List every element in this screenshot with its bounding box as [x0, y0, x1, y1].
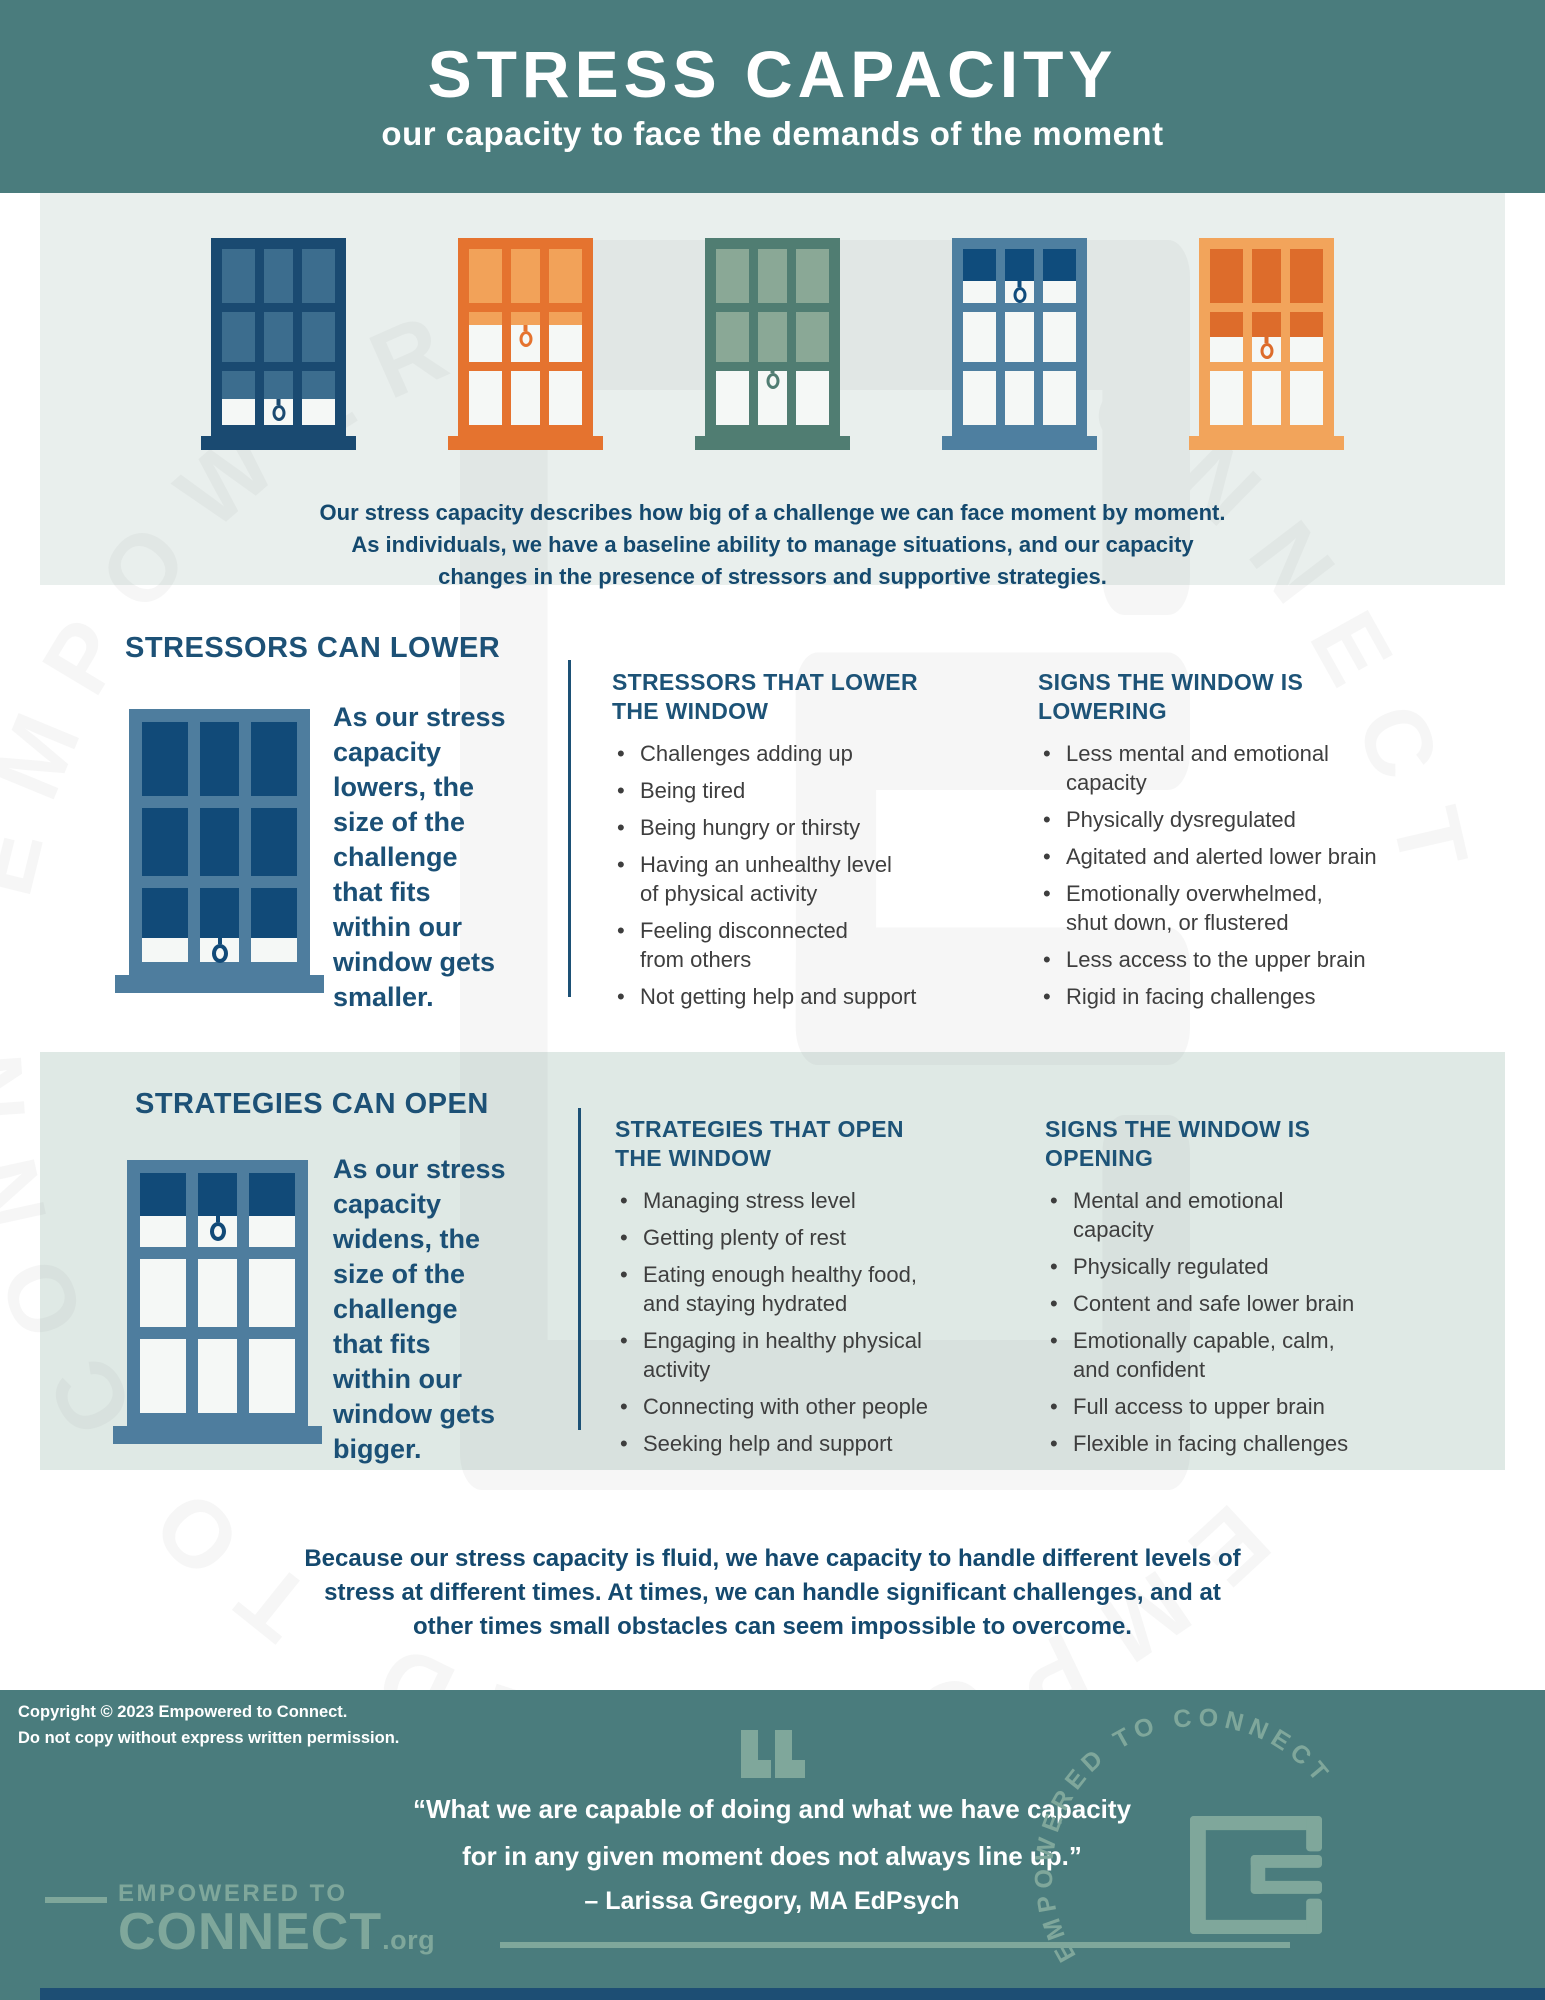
- strategies-list: Managing stress level Getting plenty of r…: [615, 1186, 1025, 1458]
- stressors-section-title: STRESSORS CAN LOWER: [125, 632, 501, 664]
- shade-pull-ring-icon: [209, 1216, 226, 1242]
- list-item: Less mental and emotional capacity: [1038, 739, 1488, 797]
- logo-connect: CONNECT: [118, 1903, 383, 1961]
- list-item: Engaging in healthy physical activity: [615, 1326, 1025, 1384]
- logo-line-1: EMPOWERED TO: [118, 1880, 348, 1907]
- quote-block: “What we are capable of doing and what w…: [322, 1786, 1222, 1922]
- list-item: Getting plenty of rest: [615, 1223, 1025, 1252]
- window-illustration-1-icon: [201, 238, 356, 450]
- list-item: Mental and emotional capacity: [1045, 1186, 1495, 1244]
- list-item: Content and safe lower brain: [1045, 1289, 1495, 1318]
- copyright-line-2: Do not copy without express written perm…: [18, 1728, 400, 1747]
- stressors-list: Challenges adding up Being tired Being hun…: [612, 739, 1022, 1011]
- empowered-to-connect-logo: EMPOWERED TO CONNECT.org: [118, 1880, 435, 1964]
- window-sill: [201, 436, 356, 450]
- list-item: Emotionally overwhelmed, shut down, or f…: [1038, 879, 1488, 937]
- window-shade: [142, 722, 297, 938]
- signs-lowering-column: SIGNS THE WINDOW IS LOWERING Less mental…: [1038, 668, 1488, 1019]
- logo-line-2: CONNECT.org: [118, 1906, 436, 1964]
- list-item: Being tired: [612, 776, 1022, 805]
- signs-opening-list: Mental and emotional capacity Physically …: [1045, 1186, 1495, 1458]
- list-item: Not getting help and support: [612, 982, 1022, 1011]
- window-shade: [1210, 249, 1323, 337]
- stressors-column-divider: [568, 660, 571, 997]
- header-banner: STRESS CAPACITY our capacity to face the…: [0, 0, 1545, 193]
- window-illustration-3-icon: [695, 238, 850, 450]
- list-item: Managing stress level: [615, 1186, 1025, 1215]
- list-item: Feeling disconnected from others: [612, 916, 1022, 974]
- signs-lowering-list: Less mental and emotional capacity Physic…: [1038, 739, 1488, 1011]
- column-heading: STRESSORS THAT LOWER THE WINDOW: [612, 669, 918, 725]
- logo-dash: [45, 1897, 107, 1903]
- window-illustration-5-icon: [1189, 238, 1344, 450]
- window-illustrations-row: [40, 238, 1505, 450]
- window-illustration-2-icon: [448, 238, 603, 450]
- shade-pull-ring-icon: [766, 366, 779, 389]
- window-sill: [942, 436, 1097, 450]
- window-sill: [113, 1426, 322, 1444]
- window-shade: [963, 249, 1076, 281]
- window-shade: [469, 249, 582, 325]
- quote-text: “What we are capable of doing and what w…: [412, 1794, 1132, 1871]
- summary-paragraph: Because our stress capacity is fluid, we…: [304, 1545, 1241, 1640]
- seal-monogram-icon: [1190, 1816, 1322, 1934]
- column-heading: SIGNS THE WINDOW IS LOWERING: [1038, 669, 1304, 725]
- strategies-section-title: STRATEGIES CAN OPEN: [135, 1088, 489, 1120]
- stressors-window-caption: As our stress capacity lowers, the size …: [333, 702, 506, 1012]
- shade-pull-ring-icon: [211, 938, 228, 963]
- window-sill: [448, 436, 603, 450]
- quotation-marks-icon: [741, 1730, 805, 1778]
- shade-pull-ring-icon: [1013, 280, 1026, 303]
- window-shade: [140, 1173, 295, 1217]
- strategies-window-icon: [113, 1160, 322, 1444]
- window-illustration-4-icon: [942, 238, 1097, 450]
- list-item: Physically regulated: [1045, 1252, 1495, 1281]
- strategies-window-caption: As our stress capacity widens, the size …: [333, 1154, 506, 1464]
- shade-pull-ring-icon: [1260, 337, 1273, 359]
- window-sill: [695, 436, 850, 450]
- column-heading: SIGNS THE WINDOW IS OPENING: [1045, 1116, 1311, 1172]
- list-item: Connecting with other people: [615, 1392, 1025, 1421]
- page-title: STRESS CAPACITY: [427, 36, 1118, 111]
- list-item: Full access to upper brain: [1045, 1392, 1495, 1421]
- window-sill: [1189, 436, 1344, 450]
- list-item: Emotionally capable, calm, and confident: [1045, 1326, 1495, 1384]
- list-item: Challenges adding up: [612, 739, 1022, 768]
- window-sill: [115, 975, 324, 993]
- intro-paragraph: Our stress capacity describes how big of…: [319, 500, 1226, 589]
- list-item: Being hungry or thirsty: [612, 813, 1022, 842]
- stressors-that-lower-column: STRESSORS THAT LOWER THE WINDOW Challeng…: [612, 668, 1022, 1019]
- circular-seal-logo: EMPOWERED TO CONNECT: [1030, 1704, 1331, 1967]
- footer-rule-line: [500, 1942, 1290, 1948]
- shade-pull-ring-icon: [272, 398, 285, 421]
- strategies-that-open-column: STRATEGIES THAT OPEN THE WINDOW Managing…: [615, 1115, 1025, 1466]
- footer-banner: Copyright © 2023 Empowered to Connect. D…: [0, 1690, 1545, 2000]
- logo-org-suffix: .org: [382, 1925, 436, 1955]
- page-subtitle: our capacity to face the demands of the …: [381, 114, 1164, 152]
- list-item: Physically dysregulated: [1038, 805, 1488, 834]
- stressors-window-icon: [115, 709, 324, 993]
- list-item: Seeking help and support: [615, 1429, 1025, 1458]
- bottom-accent-bar: [40, 1988, 1545, 2000]
- shade-pull-ring-icon: [519, 324, 532, 347]
- list-item: Agitated and alerted lower brain: [1038, 842, 1488, 871]
- copyright-line-1: Copyright © 2023 Empowered to Connect.: [18, 1703, 348, 1721]
- copyright-notice: Copyright © 2023 Empowered to Connect. D…: [18, 1700, 399, 1751]
- column-heading: STRATEGIES THAT OPEN THE WINDOW: [615, 1116, 904, 1172]
- list-item: Eating enough healthy food, and staying …: [615, 1260, 1025, 1318]
- list-item: Flexible in facing challenges: [1045, 1429, 1495, 1458]
- signs-opening-column: SIGNS THE WINDOW IS OPENING Mental and e…: [1045, 1115, 1495, 1466]
- list-item: Having an unhealthy level of physical ac…: [612, 850, 1022, 908]
- window-shade: [222, 249, 335, 399]
- list-item: Less access to the upper brain: [1038, 945, 1488, 974]
- quote-attribution: – Larissa Gregory, MA EdPsych: [584, 1887, 960, 1915]
- list-item: Rigid in facing challenges: [1038, 982, 1488, 1011]
- strategies-column-divider: [578, 1108, 581, 1430]
